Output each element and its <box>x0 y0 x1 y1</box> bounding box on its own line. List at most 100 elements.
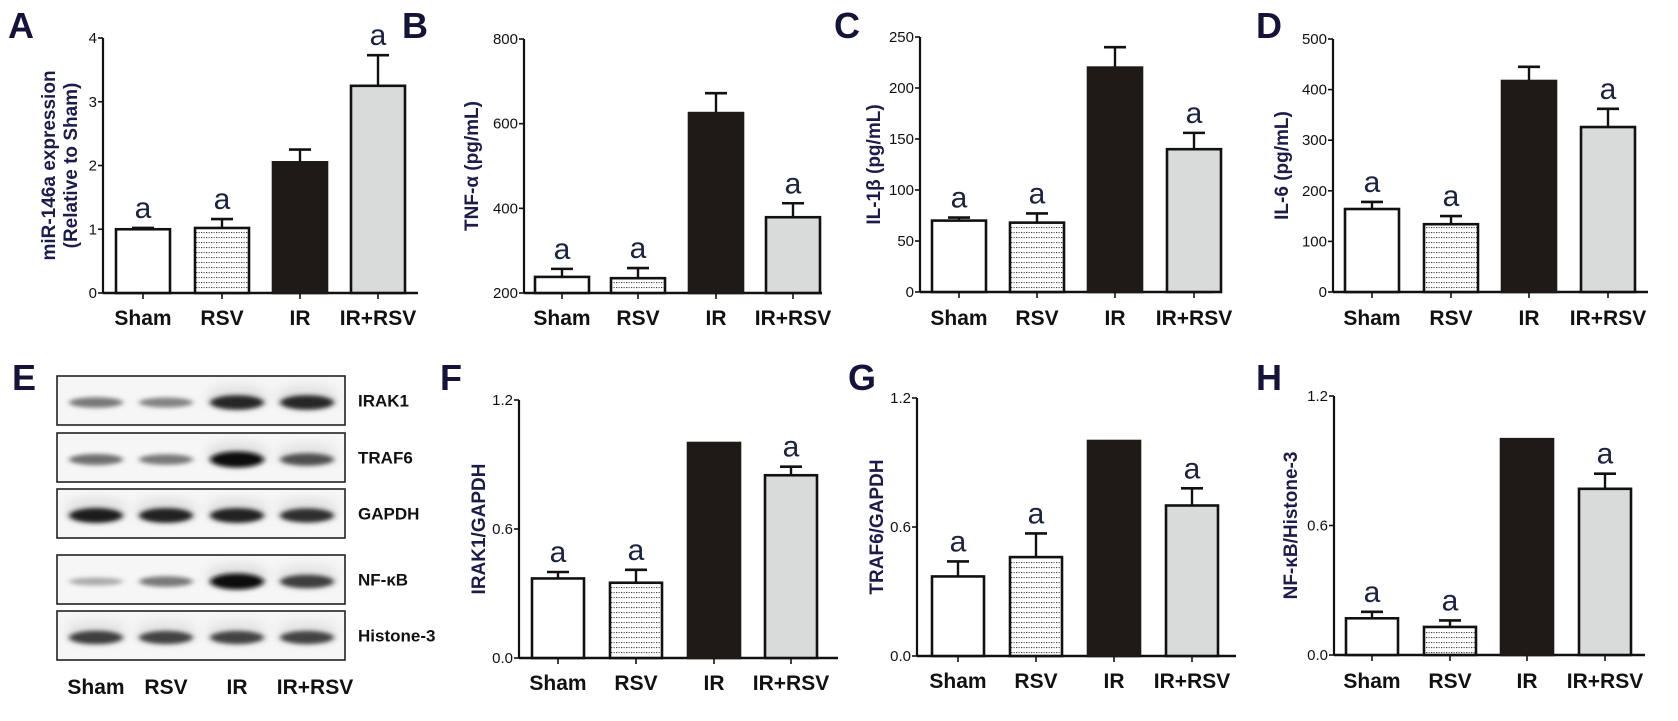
significance-annotation: a <box>214 183 231 216</box>
y-tick-label: 0 <box>906 284 914 301</box>
x-tick-label: RSV <box>1015 307 1058 330</box>
blot-band <box>280 395 334 410</box>
bar-rsv <box>1422 625 1478 657</box>
blot-row-nf-b: NF-κB <box>56 554 408 605</box>
y-tick-label: 0.6 <box>492 521 513 538</box>
chart-panel-g: G TRAF6/GAPDH 0.0 0.6 1.2 Sham a RSV a IR IR+RSV a <box>848 357 1236 693</box>
bar-sham <box>930 575 986 658</box>
y-tick-label: 0.0 <box>890 648 911 665</box>
chart-panel-h: H NF-κB/Histone-3 0.0 0.6 1.2 Sham a RSV a IR IR+R… <box>1256 357 1645 693</box>
chart-panel-b: B TNF-α (pg/mL) 200 400 600 800 Sham a RSV a IR IR+… <box>402 5 831 330</box>
x-tick-label: IR <box>1517 670 1538 693</box>
significance-annotation: a <box>783 431 800 464</box>
panel-letter: G <box>848 357 876 398</box>
x-tick-label: Sham <box>930 307 987 330</box>
y-tick-label: 100 <box>889 182 914 199</box>
y-axis-label: NF-κB/Histone-3 <box>1281 452 1302 600</box>
significance-annotation: a <box>370 19 387 52</box>
significance-annotation: a <box>1028 497 1045 530</box>
significance-annotation: a <box>1442 584 1459 617</box>
significance-annotation: a <box>1600 73 1617 106</box>
y-tick-label: 200 <box>1302 183 1327 200</box>
bar-rsv <box>609 276 667 295</box>
bar-ir <box>1500 79 1558 294</box>
x-tick-label: RSV <box>1014 670 1057 693</box>
significance-annotation: a <box>554 233 571 266</box>
y-tick-label: 250 <box>889 29 914 46</box>
x-tick-label: IR <box>1519 307 1540 330</box>
y-tick-label: 0 <box>89 285 97 302</box>
x-tick-label: Sham <box>1343 307 1400 330</box>
bar-ir-plus-rsv <box>1165 147 1223 294</box>
bar-ir <box>1499 437 1555 657</box>
y-tick-label: 150 <box>889 131 914 148</box>
y-tick-label: 1.2 <box>1307 388 1328 405</box>
bar-sham <box>930 219 988 294</box>
bar-rsv <box>608 581 664 660</box>
x-tick-label: RSV <box>616 307 659 330</box>
bar-rsv <box>1008 221 1066 294</box>
significance-annotation: a <box>1597 438 1614 471</box>
blot-row-histone-3: Histone-3 <box>56 610 435 661</box>
y-axis-label: TNF-α (pg/mL) <box>462 101 483 231</box>
western-blot-panel: E IRAK1 TRAF6 GAPDH NF-κB Histone-3 Sham RSV IR I… <box>12 357 435 699</box>
blot-protein-label: IRAK1 <box>358 392 409 411</box>
blot-lane-label: IR+RSV <box>277 676 353 699</box>
y-tick-label: 1 <box>89 221 97 238</box>
blot-band <box>210 395 264 410</box>
panel-letter: B <box>402 5 428 46</box>
y-axis-label: TRAF6/GAPDH <box>867 459 888 594</box>
significance-annotation: a <box>951 182 968 215</box>
y-tick-label: 100 <box>1302 233 1327 250</box>
x-tick-label: Sham <box>1343 670 1400 693</box>
blot-lane-label: RSV <box>144 676 187 699</box>
x-tick-label: Sham <box>929 670 986 693</box>
significance-annotation: a <box>1364 166 1381 199</box>
blot-band <box>69 454 123 465</box>
bar-ir-plus-rsv <box>349 84 407 295</box>
blot-lane-label: IR <box>227 676 248 699</box>
x-tick-label: Sham <box>114 307 171 330</box>
y-tick-label: 0.6 <box>1307 518 1328 535</box>
y-tick-label: 500 <box>1302 31 1327 48</box>
bar-ir <box>271 161 329 295</box>
x-tick-label: IR+RSV <box>1567 670 1643 693</box>
bar-ir <box>1086 66 1144 294</box>
blot-band <box>210 508 264 523</box>
blot-band <box>280 453 334 466</box>
blot-band <box>139 576 193 587</box>
panel-letter: E <box>12 357 36 398</box>
blot-band <box>69 630 123 645</box>
significance-annotation: a <box>1184 452 1201 485</box>
x-tick-label: IR <box>706 307 727 330</box>
bar-sham <box>533 275 591 295</box>
blot-band <box>139 397 193 408</box>
x-tick-label: IR+RSV <box>753 672 829 695</box>
blot-band <box>139 454 193 465</box>
panel-letter: A <box>8 5 34 46</box>
blot-band <box>210 451 264 468</box>
y-axis-label: IRAK1/GAPDH <box>469 464 490 595</box>
x-tick-label: Sham <box>533 307 590 330</box>
y-axis-label: IL-6 (pg/mL) <box>1272 111 1293 220</box>
y-axis-label: IL-1β (pg/mL) <box>864 104 885 224</box>
bar-rsv <box>1422 222 1480 294</box>
bar-ir <box>1086 439 1142 658</box>
x-tick-label: IR <box>290 307 311 330</box>
blot-row-traf6: TRAF6 <box>56 432 413 483</box>
significance-annotation: a <box>135 192 152 225</box>
significance-annotation: a <box>628 534 645 567</box>
y-tick-label: 4 <box>89 30 97 47</box>
y-tick-label: 3 <box>89 94 97 111</box>
blot-band <box>280 630 334 645</box>
y-tick-label: 0 <box>1319 284 1327 301</box>
blot-protein-label: TRAF6 <box>358 449 413 468</box>
x-tick-label: IR <box>1105 307 1126 330</box>
y-tick-label: 400 <box>1302 82 1327 99</box>
x-tick-label: RSV <box>1429 307 1472 330</box>
blot-band <box>280 574 334 589</box>
blot-protein-label: GAPDH <box>358 505 419 524</box>
blot-band <box>69 577 123 586</box>
significance-annotation: a <box>550 536 567 569</box>
